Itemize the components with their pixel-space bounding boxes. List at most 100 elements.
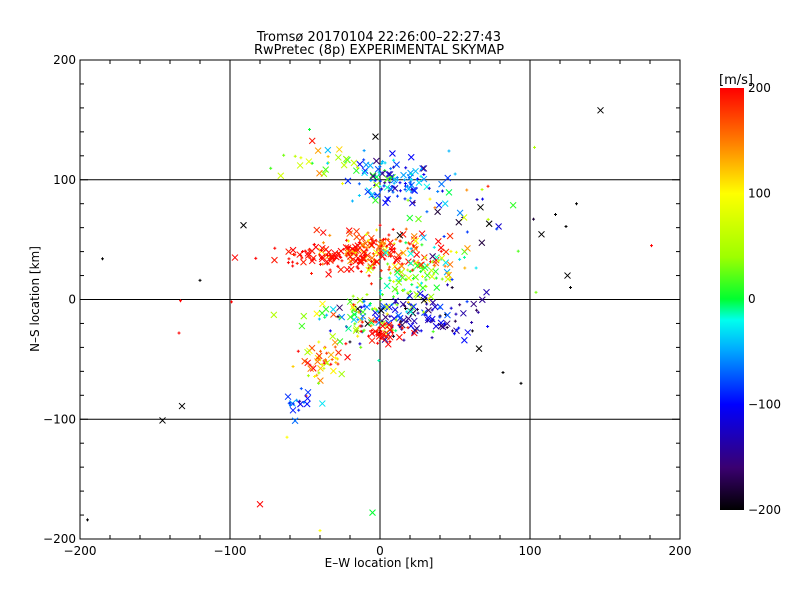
colorbar xyxy=(720,88,744,510)
velocity-point xyxy=(461,336,468,344)
velocity-point xyxy=(357,193,361,197)
velocity-point xyxy=(440,189,444,193)
point-stroke xyxy=(347,265,355,273)
velocity-point xyxy=(554,212,557,216)
velocity-point xyxy=(291,365,295,369)
colorbar-unit: [m/s] xyxy=(719,73,753,88)
velocity-point xyxy=(495,227,499,231)
velocity-point xyxy=(485,220,493,228)
point-stroke xyxy=(416,261,424,269)
point-stroke xyxy=(353,325,360,332)
velocity-point xyxy=(409,182,413,186)
velocity-point xyxy=(412,237,420,245)
point-stroke xyxy=(384,195,391,203)
velocity-point xyxy=(324,358,328,362)
velocity-point xyxy=(424,314,432,322)
velocity-point xyxy=(450,286,454,290)
point-stroke xyxy=(318,309,326,317)
point-stroke xyxy=(298,322,306,330)
velocity-point xyxy=(373,157,380,165)
velocity-point xyxy=(519,381,523,385)
point-stroke xyxy=(434,208,441,216)
point-stroke xyxy=(405,274,413,282)
velocity-point xyxy=(333,345,337,349)
point-stroke xyxy=(368,241,376,249)
velocity-point xyxy=(415,285,419,289)
velocity-point xyxy=(446,261,454,268)
velocity-point xyxy=(432,268,439,275)
point-stroke xyxy=(313,310,321,318)
velocity-point xyxy=(386,237,390,241)
point-stroke xyxy=(301,357,309,365)
point-stroke xyxy=(394,266,401,273)
velocity-point xyxy=(386,333,394,341)
velocity-point xyxy=(359,305,363,309)
velocity-point xyxy=(336,264,340,268)
point-stroke xyxy=(419,165,426,172)
point-stroke xyxy=(378,334,386,342)
velocity-point xyxy=(391,227,395,231)
point-stroke xyxy=(395,251,402,259)
velocity-point xyxy=(355,166,359,170)
point-stroke xyxy=(231,254,239,261)
velocity-point xyxy=(428,315,436,323)
velocity-point xyxy=(433,264,437,268)
point-stroke xyxy=(375,319,383,327)
velocity-point xyxy=(443,320,451,328)
velocity-point xyxy=(379,269,383,273)
velocity-point xyxy=(367,274,371,278)
velocity-point xyxy=(372,319,376,323)
velocity-point xyxy=(430,260,434,264)
point-stroke xyxy=(367,264,374,272)
velocity-point xyxy=(254,256,258,260)
velocity-point xyxy=(382,184,386,188)
point-stroke xyxy=(357,316,365,324)
velocity-point xyxy=(446,283,450,287)
point-stroke xyxy=(304,348,311,356)
velocity-point xyxy=(412,200,416,204)
velocity-point xyxy=(240,221,247,229)
velocity-point xyxy=(464,245,471,252)
point-stroke xyxy=(391,285,399,293)
point-stroke xyxy=(394,269,401,276)
y-tick-label: −100 xyxy=(43,412,76,426)
point-stroke xyxy=(424,316,432,324)
velocity-point xyxy=(445,188,453,196)
velocity-point xyxy=(306,374,310,378)
velocity-point xyxy=(370,238,377,246)
point-stroke xyxy=(373,249,380,256)
velocity-point xyxy=(383,161,387,165)
velocity-point xyxy=(375,228,379,232)
velocity-point xyxy=(420,266,424,270)
point-stroke xyxy=(375,330,383,338)
velocity-point xyxy=(179,299,182,303)
point-stroke xyxy=(285,248,292,255)
velocity-point xyxy=(320,363,324,367)
point-stroke xyxy=(444,174,452,182)
velocity-point xyxy=(419,165,426,172)
velocity-point xyxy=(379,276,383,280)
point-stroke xyxy=(405,185,413,193)
point-stroke xyxy=(455,218,463,226)
velocity-point xyxy=(307,365,315,373)
point-stroke xyxy=(437,319,445,327)
point-stroke xyxy=(382,249,390,257)
velocity-point xyxy=(364,188,372,196)
velocity-point xyxy=(389,167,393,171)
point-stroke xyxy=(374,165,382,173)
point-stroke xyxy=(410,233,418,240)
velocity-point xyxy=(409,196,413,200)
velocity-point xyxy=(477,203,484,211)
velocity-point xyxy=(350,159,358,167)
velocity-point xyxy=(300,258,307,266)
velocity-point xyxy=(402,338,406,342)
velocity-point xyxy=(335,349,342,356)
velocity-point xyxy=(314,358,321,365)
velocity-point xyxy=(392,181,396,185)
velocity-point xyxy=(399,319,403,323)
velocity-point xyxy=(336,304,343,312)
velocity-point xyxy=(373,314,381,322)
point-stroke xyxy=(456,209,464,217)
velocity-point xyxy=(427,186,431,190)
velocity-point xyxy=(282,153,286,157)
